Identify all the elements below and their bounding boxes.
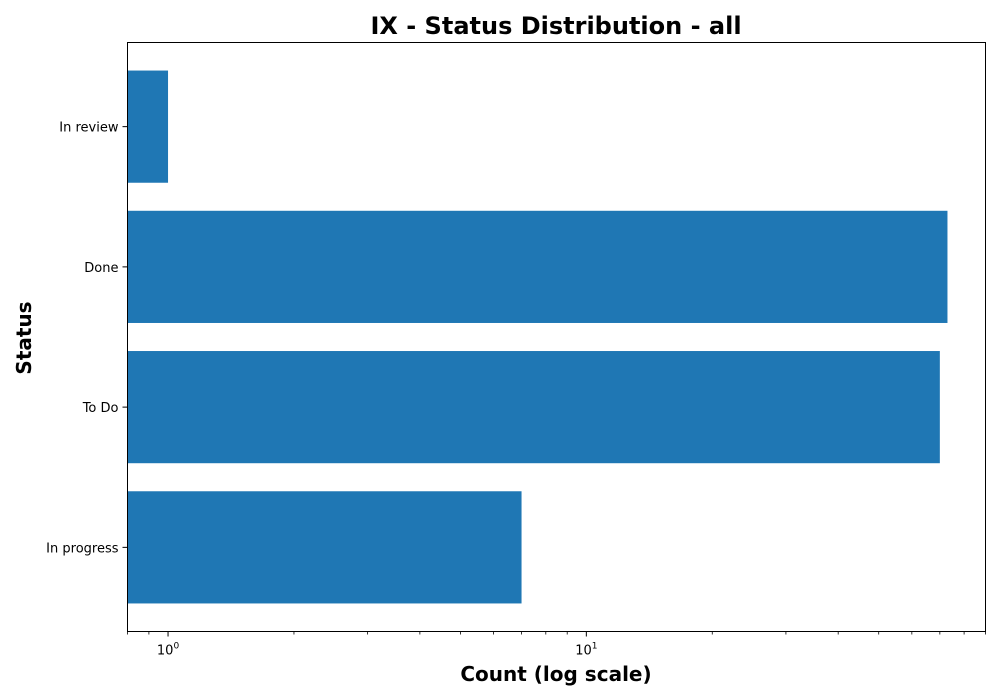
chart-title: IX - Status Distribution - all [370, 12, 741, 40]
y-axis-label: Status [12, 301, 36, 374]
y-ticks-group: In progress To Do Done In review [46, 121, 128, 556]
y-tick-label-in-review: In review [59, 121, 119, 136]
x-axis-label: Count (log scale) [460, 662, 651, 686]
bars-group [127, 70, 948, 604]
plot-frame [127, 42, 986, 632]
bar-done [127, 210, 948, 323]
bar-in-progress [127, 491, 522, 604]
y-tick-label-in-progress: In progress [46, 541, 119, 556]
y-tick-label-to-do: To Do [82, 401, 119, 416]
bar-to-do [127, 351, 940, 464]
x-tick-label-0: 100 [157, 642, 180, 659]
x-ticks-group: 100 101 [127, 631, 986, 659]
x-tick-label-1: 101 [575, 642, 597, 659]
bar-in-review [127, 70, 169, 183]
y-tick-label-done: Done [84, 261, 118, 276]
